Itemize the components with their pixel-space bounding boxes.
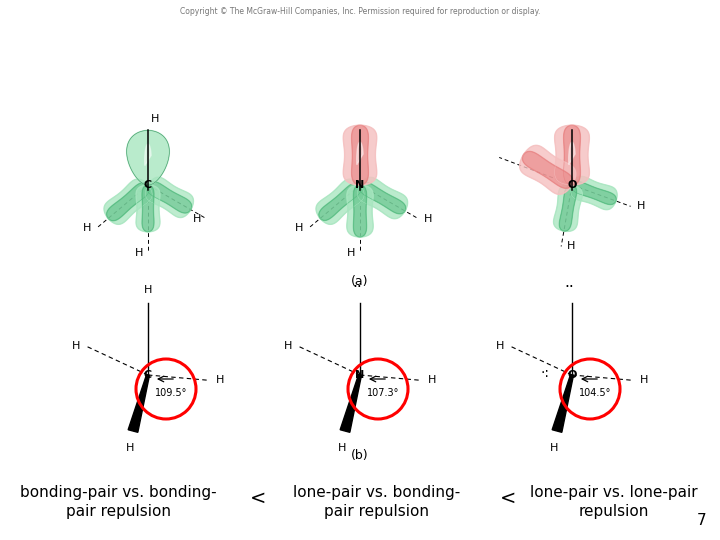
Polygon shape (147, 181, 192, 213)
Text: H: H (284, 341, 292, 351)
Polygon shape (559, 185, 577, 231)
Text: ··: ·· (564, 280, 574, 295)
Text: 107.3°: 107.3° (366, 388, 399, 398)
Polygon shape (104, 179, 152, 224)
Text: ·:: ·: (541, 366, 550, 380)
Text: H: H (193, 214, 202, 224)
Text: H: H (549, 443, 558, 453)
Polygon shape (554, 185, 582, 232)
Polygon shape (569, 142, 575, 165)
Polygon shape (520, 145, 576, 194)
Polygon shape (145, 144, 151, 165)
Polygon shape (145, 177, 194, 218)
Text: H: H (496, 341, 505, 351)
Text: (b): (b) (351, 449, 369, 462)
Text: H: H (135, 248, 143, 258)
Text: Copyright © The McGraw-Hill Companies, Inc. Permission required for reproduction: Copyright © The McGraw-Hill Companies, I… (180, 7, 540, 16)
Text: <: < (500, 489, 516, 508)
Polygon shape (571, 177, 617, 210)
Polygon shape (343, 125, 377, 185)
Text: lone-pair vs. lone-pair
repulsion: lone-pair vs. lone-pair repulsion (530, 484, 698, 519)
Polygon shape (136, 185, 160, 232)
Text: 104.5°: 104.5° (579, 388, 611, 398)
Text: H: H (83, 224, 91, 233)
Polygon shape (552, 375, 573, 433)
Polygon shape (351, 125, 369, 185)
Text: H: H (126, 443, 134, 453)
Polygon shape (107, 183, 150, 221)
Text: H: H (72, 341, 81, 351)
Polygon shape (354, 185, 366, 237)
Polygon shape (340, 375, 361, 433)
Text: H: H (295, 224, 303, 233)
Text: lone-pair vs. bonding-
pair repulsion: lone-pair vs. bonding- pair repulsion (293, 484, 461, 519)
Text: C: C (144, 180, 152, 190)
Polygon shape (128, 375, 150, 433)
Text: H: H (567, 241, 575, 252)
Polygon shape (142, 185, 154, 232)
Text: O: O (567, 180, 577, 190)
Text: bonding-pair vs. bonding-
pair repulsion: bonding-pair vs. bonding- pair repulsion (19, 484, 216, 519)
Polygon shape (127, 130, 169, 185)
Polygon shape (356, 142, 363, 165)
Text: H: H (346, 248, 355, 258)
Text: ··: ·· (352, 280, 362, 295)
Text: H: H (636, 201, 645, 211)
Text: 109.5°: 109.5° (155, 388, 187, 398)
Polygon shape (359, 182, 406, 214)
Polygon shape (347, 185, 373, 237)
Text: N: N (356, 370, 364, 380)
Text: H: H (428, 375, 436, 386)
Text: H: H (640, 375, 648, 386)
Polygon shape (564, 125, 580, 185)
Text: 7: 7 (696, 513, 706, 528)
Polygon shape (316, 179, 364, 224)
Polygon shape (319, 183, 361, 220)
Text: H: H (338, 443, 346, 453)
Text: O: O (567, 370, 577, 380)
Polygon shape (523, 151, 573, 188)
Text: (a): (a) (351, 275, 369, 288)
Text: H: H (423, 214, 432, 224)
Text: <: < (250, 489, 266, 508)
Polygon shape (357, 177, 408, 219)
Polygon shape (554, 125, 590, 185)
Polygon shape (572, 181, 616, 205)
Text: N: N (356, 180, 364, 190)
Text: H: H (144, 285, 152, 295)
Text: H: H (216, 375, 224, 386)
Text: C: C (144, 370, 152, 380)
Text: H: H (151, 113, 159, 124)
